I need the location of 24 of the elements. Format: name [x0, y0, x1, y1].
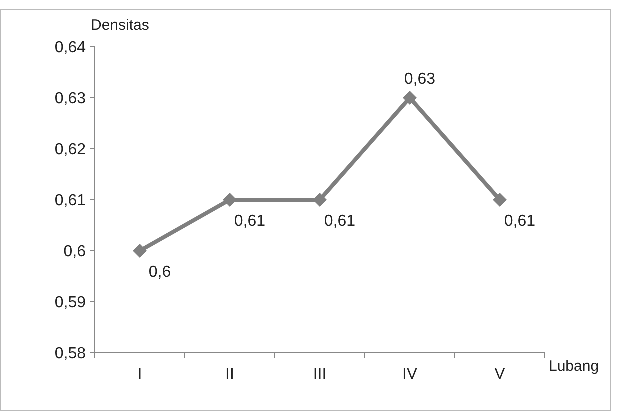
data-label: 0,6 — [148, 264, 172, 281]
y-tick-label: 0,64 — [54, 40, 86, 57]
y-tick-label: 0,63 — [54, 90, 86, 108]
point — [403, 91, 417, 105]
data-label: 0,61 — [234, 213, 266, 230]
y-axis-title: Densitas — [91, 17, 150, 34]
y-tick-label: 0,61 — [54, 192, 86, 210]
x-tick-label: II — [226, 366, 234, 383]
x-axis-title: Lubang — [549, 358, 600, 375]
data-label: 0,61 — [324, 213, 356, 230]
y-tick-label: 0,58 — [54, 346, 86, 363]
point — [133, 244, 147, 258]
data-label: 0,63 — [404, 71, 436, 88]
point — [493, 193, 507, 207]
data-label: 0,61 — [504, 213, 536, 230]
point — [223, 193, 237, 207]
y-tick-label: 0,6 — [64, 244, 86, 261]
x-tick-label: I — [138, 366, 142, 383]
y-tick-label: 0,59 — [54, 294, 86, 312]
x-tick-label: III — [313, 366, 327, 383]
x-tick-label: IV — [402, 366, 418, 383]
x-tick-label: V — [494, 366, 506, 383]
y-tick-label: 0,62 — [54, 142, 86, 159]
point — [313, 193, 327, 207]
